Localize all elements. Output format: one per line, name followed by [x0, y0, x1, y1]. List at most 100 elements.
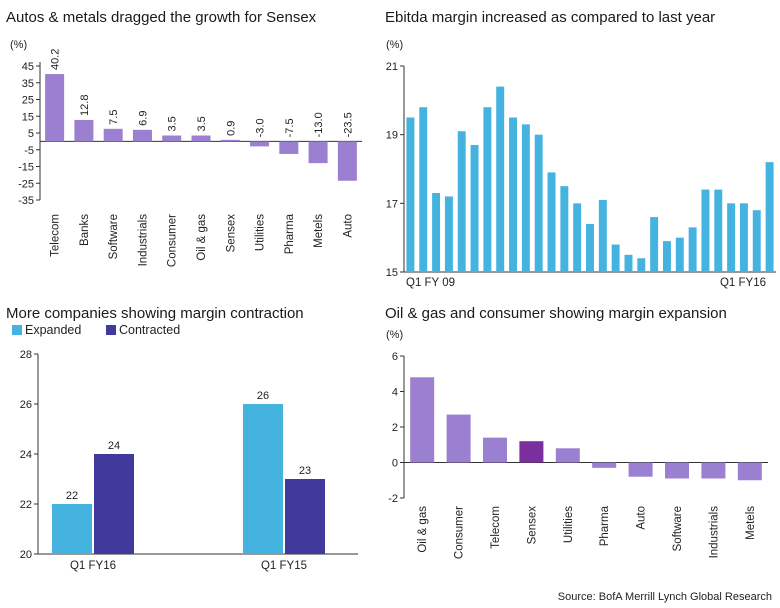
chart2-bar: [470, 144, 479, 272]
chart2-bar: [701, 189, 710, 272]
chart1-data-label: 0.9: [225, 121, 237, 136]
chart1-data-label: 3.5: [196, 116, 208, 131]
chart3-bar: [94, 454, 134, 554]
chart1-title: Autos & metals dragged the growth for Se…: [6, 9, 317, 26]
chart1-category-label: Oil & gas: [196, 214, 208, 261]
chart2-bar: [739, 203, 748, 272]
chart3-title: More companies showing margin contractio…: [6, 305, 304, 322]
chart1-bar: [103, 128, 123, 142]
chart2-bar: [573, 203, 582, 272]
chart2-y-tick-label: 19: [386, 130, 398, 142]
chart4-category-label: Consumer: [454, 506, 466, 559]
chart4-category-label: Software: [672, 506, 684, 551]
chart4-bar: [519, 441, 544, 463]
chart2-bar: [444, 196, 453, 272]
chart1-bar: [162, 135, 182, 142]
chart4-y-tick-label: 0: [392, 458, 398, 470]
chart1-data-label: 3.5: [167, 116, 179, 131]
chart4-category-label: Utilities: [563, 506, 575, 543]
chart2-x-label-start: Q1 FY 09: [406, 277, 455, 289]
chart2-bar: [457, 131, 466, 272]
chart3-data-label: 24: [108, 440, 120, 452]
chart2-y-tick-label: 21: [386, 61, 398, 73]
chart1-bar: [132, 129, 152, 142]
chart1-y-tick-label: 25: [22, 95, 34, 107]
chart2-y-tick-label: 15: [386, 267, 398, 279]
chart3-data-label: 23: [299, 465, 311, 477]
chart1-data-label: -13.0: [313, 112, 325, 137]
chart1-category-label: Sensex: [225, 214, 237, 253]
chart1-y-tick-label: 45: [22, 61, 34, 73]
chart4-unit-label: (%): [386, 329, 403, 341]
chart2-plot: 21 19 17 15 Q1 FY 09 Q1 FY16: [386, 61, 776, 289]
chart4-category-label: Telecom: [490, 506, 502, 549]
chart1-category-label: Industrials: [137, 214, 149, 267]
chart2-bar: [521, 124, 530, 272]
chart1-data-label: 12.8: [79, 95, 91, 116]
chart2-bar: [611, 244, 620, 272]
chart2-bar: [688, 227, 697, 272]
chart3-legend-swatch: [106, 325, 116, 335]
chart3-category-label: Q1 FY15: [261, 560, 307, 572]
chart2-y-tick-label: 17: [386, 198, 398, 210]
chart1-y-tick-label: 5: [28, 128, 34, 140]
chart1-bar: [191, 135, 211, 142]
chart3-legend-label: Contracted: [119, 323, 180, 337]
chart2-title: Ebitda margin increased as compared to l…: [385, 9, 715, 26]
chart3-y-tick-label: 20: [20, 549, 32, 561]
chart1-data-label: 7.5: [108, 110, 120, 125]
chart4-bar: [410, 377, 435, 463]
chart2-bar: [637, 258, 646, 272]
chart1-bar: [337, 141, 357, 181]
chart2-bar: [432, 193, 441, 272]
chart1-category-label: Auto: [342, 214, 354, 238]
chart3-bar: [285, 479, 325, 554]
chart4-category-label: Pharma: [599, 505, 611, 546]
chart1-bar: [45, 74, 65, 142]
chart2-bar: [675, 237, 684, 272]
chart2-bar: [534, 134, 543, 272]
chart4-bar: [701, 462, 726, 479]
chart1-data-label: -3.0: [255, 118, 267, 137]
chart2-unit-label: (%): [386, 39, 403, 51]
chart1-category-label: Banks: [79, 214, 91, 246]
chart4-bar: [592, 462, 617, 468]
chart1-y-tick-label: -15: [18, 162, 34, 174]
chart3-bar: [52, 504, 92, 554]
chart2-bar: [586, 223, 594, 272]
chart3-y-tick-label: 28: [20, 349, 32, 361]
chart3-bar: [243, 404, 283, 554]
chart2-bar: [662, 241, 671, 272]
chart2-bar: [598, 199, 607, 272]
chart4-bar: [483, 437, 507, 463]
chart1-data-label: 40.2: [50, 49, 62, 70]
chart3-category-label: Q1 FY16: [70, 560, 116, 572]
chart2-bar: [765, 162, 774, 272]
chart4-y-tick-label: 6: [392, 351, 398, 363]
chart1-y-tick-label: 15: [22, 111, 34, 123]
chart2-bar: [419, 107, 428, 272]
chart1-data-label: -23.5: [342, 112, 354, 137]
chart4-bar: [555, 448, 580, 463]
chart4-bar: [737, 462, 762, 481]
chart4-category-label: Auto: [636, 506, 648, 530]
chart2-bar: [714, 189, 723, 272]
chart2-bar: [547, 172, 556, 272]
chart1-bar: [279, 141, 299, 154]
chart2-bar: [650, 217, 659, 272]
chart2-bar: [560, 186, 569, 272]
chart4-category-label: Sensex: [526, 506, 538, 545]
chart1-plot: 45 35 25 15 5 -5 -15 -25 -35 40.2 Telecom 12.8 Banks…: [18, 49, 362, 267]
chart3-y-tick-label: 26: [20, 399, 32, 411]
chart3-data-label: 22: [66, 490, 78, 502]
chart4-bar: [628, 462, 653, 477]
chart2-bar: [624, 254, 633, 272]
chart4-y-tick-label: -2: [388, 493, 398, 505]
chart4-category-label: Metels: [745, 506, 757, 540]
chart1-category-label: Telecom: [50, 214, 62, 257]
chart1-category-label: Metels: [313, 214, 325, 248]
chart1-y-tick-label: -5: [24, 145, 34, 157]
chart1-data-label: -7.5: [284, 118, 296, 137]
chart1-bar: [308, 141, 328, 164]
